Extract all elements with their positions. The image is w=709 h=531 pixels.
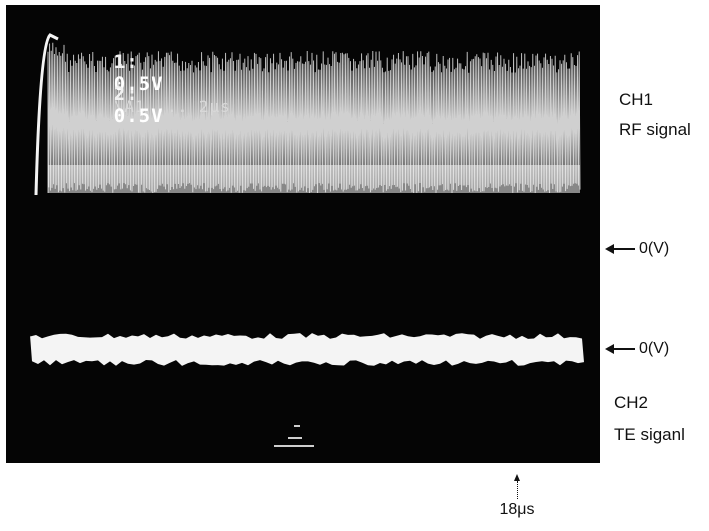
baseline-marks [274,425,314,447]
left-arrow-icon [605,244,635,254]
time-marker: 18μs [487,474,547,519]
ch2-zero-level-label: 0(V) [639,340,670,357]
ch1-readout: 1: 0.5V \A1 ... 2μs [64,29,231,139]
oscilloscope-screen: 1: 0.5V \A1 ... 2μs 2: 0.5V [6,5,600,463]
ch2-name-label: CH2 [614,393,649,412]
ch1-readout-extra: \A1 ... 2μs [113,97,231,116]
ch2-te-signal-trace [30,333,584,366]
ch1-readout-channel: 1: [113,51,139,73]
ch1-zero-level-label: 0(V) [639,240,670,257]
ch2-readout-volts: 0.5V [113,105,164,127]
left-arrow-icon [605,344,635,354]
up-arrow-icon [514,474,520,481]
time-marker-label: 18μs [499,501,535,518]
ch1-readout-volts: 0.5V [113,73,164,95]
ch2-readout-channel: 2: [113,83,139,105]
ch1-signal-label: RF signal [619,120,691,139]
time-marker-leader [516,481,518,499]
oscilloscope-traces [30,33,584,447]
ch2-readout: 2: 0.5V [64,61,164,149]
ch1-zero-level-marker: 0(V) [605,240,669,258]
ch2-zero-level-marker: 0(V) [605,340,669,358]
ch1-name-label: CH1 [619,90,654,109]
ch1-rf-signal-trace [34,33,581,196]
ch2-signal-label: TE siganl [614,425,685,444]
